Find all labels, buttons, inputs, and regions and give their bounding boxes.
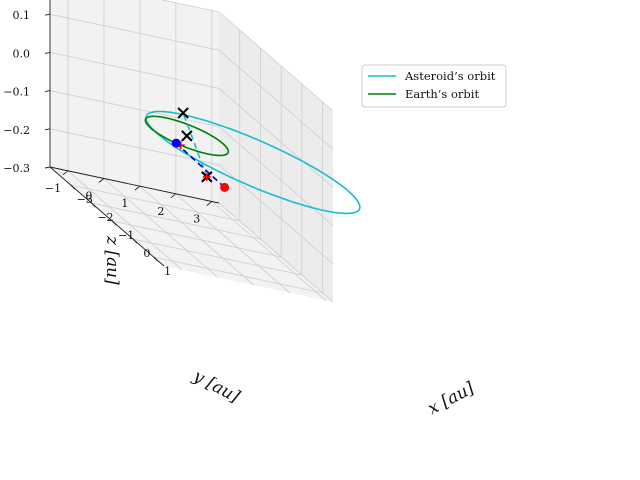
grid-x: [91, 202, 261, 240]
legend-label-earth: Earth’s orbit: [405, 87, 479, 101]
x-tick-mark: [132, 238, 138, 244]
z-axis-label: z [au]: [102, 235, 122, 285]
x-tick-mark: [70, 184, 76, 190]
axes-panes: [50, 0, 333, 302]
x-tick-mark: [91, 202, 96, 208]
grid-x: [112, 220, 282, 258]
legend-label-asteroid: Asteroid’s orbit: [404, 69, 496, 83]
x-tick-mark: [153, 256, 158, 262]
x-axis-line: [49, 166, 165, 267]
asteroid-orbit: [145, 110, 361, 215]
y-tick-label: 0: [85, 189, 92, 202]
y-tick-mark: [62, 170, 69, 176]
earth-orbit: [144, 115, 230, 157]
grid-z: [49, 52, 220, 89]
grid-z: [218, 88, 334, 188]
z-tick-label: −0.3: [3, 162, 30, 175]
earth-marker: [171, 138, 181, 148]
y-tick-label: −1: [45, 182, 61, 195]
left-pane: [50, 0, 219, 203]
grid-z: [49, 90, 220, 127]
y-axis-line: [49, 166, 220, 204]
y-tick-mark: [98, 178, 105, 183]
x-axis-label: x [au]: [425, 378, 478, 419]
plot-area: [144, 107, 361, 215]
grid-x: [70, 184, 240, 222]
grid-y: [67, 170, 183, 271]
y-axis-label: y [au]: [189, 366, 243, 407]
z-tick-label: 0.0: [13, 47, 31, 60]
perihelion-marker-stroke: [177, 107, 189, 119]
z-tick-label: −0.1: [3, 86, 30, 99]
x-tick-label: −1: [118, 229, 134, 242]
sun-marker-stroke: [181, 130, 193, 142]
x-tick-label: 0: [143, 247, 150, 260]
z-tick-label: −0.2: [3, 124, 30, 137]
grid-x: [132, 238, 302, 276]
grid-y: [175, 193, 291, 294]
legend-frame: [361, 64, 507, 108]
x-tick-label: −3: [77, 193, 93, 206]
z-tick-mark: [44, 51, 51, 54]
y-tick-mark: [134, 185, 141, 191]
floor-pane: [50, 167, 333, 302]
legend: Asteroid’s orbit Earth’s orbit: [361, 64, 507, 108]
back-pane: [219, 12, 333, 302]
y-tick-label: 3: [193, 212, 200, 225]
z-tick-label: 0.1: [13, 9, 31, 22]
grid-y: [139, 185, 255, 286]
grid-z: [160, 0, 220, 13]
x-tick-label: −2: [97, 211, 113, 224]
grid-z: [218, 126, 334, 226]
x-tick-label: 1: [164, 265, 171, 278]
axis-lines: [49, 0, 334, 303]
x-tick-mark: [111, 220, 117, 226]
asteroid-marker: [220, 182, 230, 192]
apsides-line: [182, 112, 208, 178]
grid-x: [153, 256, 323, 294]
grid-z: [218, 49, 334, 150]
z-tick-mark: [44, 166, 51, 169]
y-tick-mark: [206, 201, 213, 206]
asteroid-earth-line: [175, 142, 226, 188]
z-tick-mark: [44, 13, 51, 16]
grid-z: [218, 11, 334, 112]
z-tick-mark: [44, 90, 51, 93]
y-tick-mark: [170, 193, 177, 199]
back-edge: [218, 202, 334, 303]
aphelion-marker-marker: [202, 172, 211, 181]
grid-z: [49, 13, 220, 51]
z-tick-mark: [44, 128, 51, 131]
y-tick-label: 2: [157, 205, 164, 218]
grid-y: [103, 178, 219, 278]
perihelion-marker: [177, 107, 189, 119]
grid-y: [211, 201, 327, 301]
y-tick-label: 1: [121, 197, 128, 210]
sun-marker: [181, 130, 193, 142]
grid-z: [49, 128, 220, 166]
